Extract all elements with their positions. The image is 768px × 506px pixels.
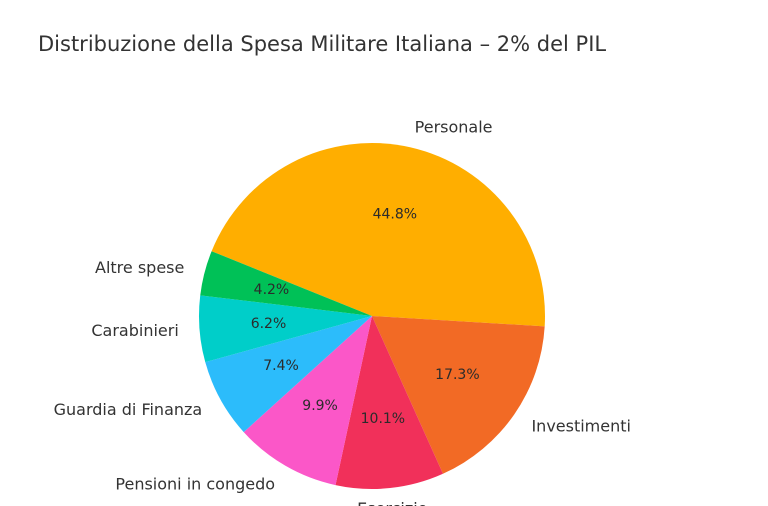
pie-slice-altre-spese — [200, 251, 372, 316]
pie-category-label: Personale — [415, 117, 493, 136]
pie-slices — [199, 143, 546, 489]
pie-slice-investimenti — [372, 316, 545, 474]
pie-percent-label: 17.3% — [435, 367, 479, 383]
pie-category-label: Carabinieri — [91, 321, 178, 340]
pie-percent-label: 44.8% — [373, 207, 417, 223]
pie-category-label: Investimenti — [531, 417, 631, 436]
pie-category-label: Esercizio — [357, 499, 427, 506]
pie-slice-personale — [211, 143, 546, 327]
pie-category-label: Pensioni in congedo — [115, 474, 275, 493]
pie-percent-label: 6.2% — [251, 316, 287, 332]
pie-percent-label: 10.1% — [361, 411, 405, 427]
pie-slice-pensioni-in-congedo — [243, 316, 372, 486]
pie-category-labels: Personale Investimenti Esercizio Pensioni i… — [54, 117, 631, 506]
chart-title: Distribuzione della Spesa Militare Itali… — [38, 32, 607, 56]
pie-percent-label: 7.4% — [263, 358, 299, 374]
pie-slice-esercizio — [335, 316, 443, 489]
pie-percent-label: 9.9% — [302, 398, 338, 414]
pie-category-label: Guardia di Finanza — [54, 400, 203, 419]
pie-percent-label: 4.2% — [254, 282, 290, 298]
pie-slice-carabinieri — [199, 295, 372, 363]
pie-category-label: Altre spese — [95, 258, 184, 277]
pie-percent-labels: 44.8% 17.3% 10.1% 9.9% 7.4% 6.2% 4.2% — [251, 207, 480, 427]
pie-slice-guardia-di-finanza — [205, 316, 372, 433]
